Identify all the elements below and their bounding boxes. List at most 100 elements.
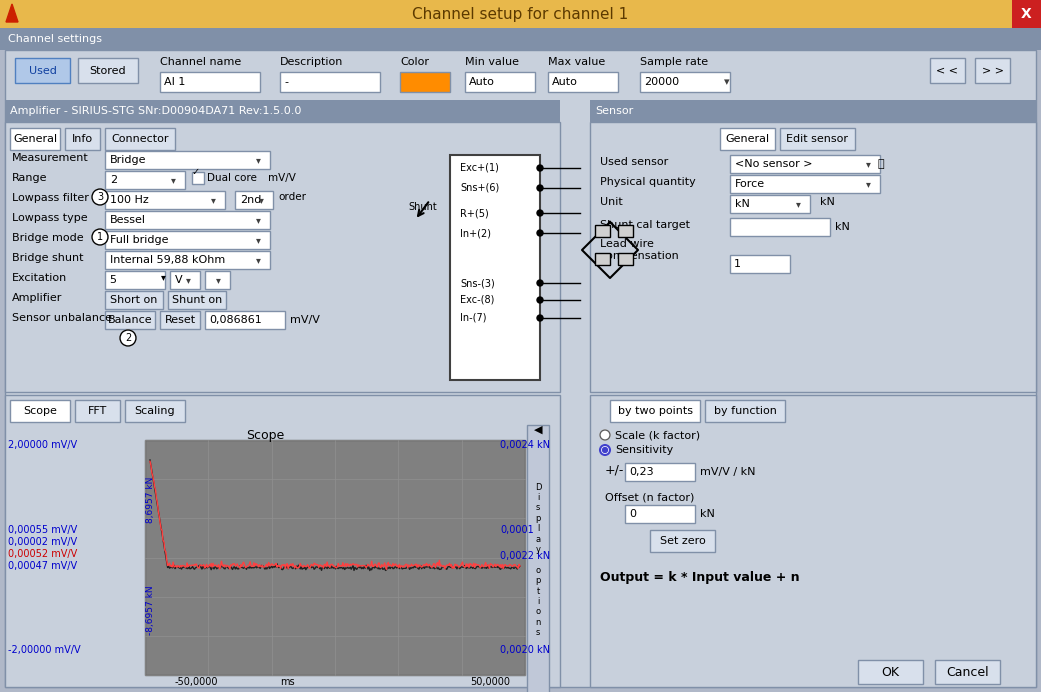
Text: Lowpass type: Lowpass type xyxy=(12,213,87,223)
Text: kN: kN xyxy=(735,199,750,209)
Text: X: X xyxy=(1020,7,1032,21)
Text: ◀: ◀ xyxy=(534,425,542,435)
Text: kN: kN xyxy=(820,197,835,207)
FancyBboxPatch shape xyxy=(858,660,923,684)
Text: Scaling: Scaling xyxy=(134,406,175,416)
Text: 0,00002 mV/V: 0,00002 mV/V xyxy=(8,537,77,547)
Text: ▾: ▾ xyxy=(865,179,870,189)
Circle shape xyxy=(537,185,543,191)
Polygon shape xyxy=(6,4,18,22)
FancyBboxPatch shape xyxy=(1012,0,1041,28)
FancyBboxPatch shape xyxy=(548,72,618,92)
FancyBboxPatch shape xyxy=(205,311,285,329)
Text: Bessel: Bessel xyxy=(110,215,146,225)
FancyBboxPatch shape xyxy=(160,72,260,92)
Text: 0,0020 kN: 0,0020 kN xyxy=(500,645,550,655)
Text: 0: 0 xyxy=(629,509,636,519)
Text: +/-: +/- xyxy=(605,464,625,477)
Text: Short on: Short on xyxy=(110,295,157,305)
FancyBboxPatch shape xyxy=(0,0,1041,28)
FancyBboxPatch shape xyxy=(730,155,880,173)
Text: 20000: 20000 xyxy=(644,77,679,87)
Text: ms: ms xyxy=(280,677,295,687)
FancyBboxPatch shape xyxy=(235,191,273,209)
Circle shape xyxy=(537,297,543,303)
Text: Shunt: Shunt xyxy=(408,202,437,212)
Text: 0,0024 kN: 0,0024 kN xyxy=(500,440,550,450)
Text: Scale (k factor): Scale (k factor) xyxy=(615,430,701,440)
Text: ▾: ▾ xyxy=(255,155,260,165)
Text: Physical quantity: Physical quantity xyxy=(600,177,695,187)
Text: Reset: Reset xyxy=(164,315,196,325)
Text: ▾: ▾ xyxy=(255,235,260,245)
Text: ▾: ▾ xyxy=(171,175,176,185)
Text: 2: 2 xyxy=(110,175,118,185)
Text: Exc-(8): Exc-(8) xyxy=(460,295,494,305)
Text: 5: 5 xyxy=(109,275,116,285)
Text: Bridge mode: Bridge mode xyxy=(12,233,83,243)
Text: Range: Range xyxy=(12,173,48,183)
Text: In+(2): In+(2) xyxy=(460,228,491,238)
FancyBboxPatch shape xyxy=(105,311,155,329)
FancyBboxPatch shape xyxy=(400,72,450,92)
Text: Min value: Min value xyxy=(465,57,519,67)
Text: Max value: Max value xyxy=(548,57,605,67)
Text: -: - xyxy=(284,77,288,87)
Text: Output = k * Input value + n: Output = k * Input value + n xyxy=(601,572,799,585)
FancyBboxPatch shape xyxy=(125,400,185,422)
Text: by two points: by two points xyxy=(617,406,692,416)
Text: ✓: ✓ xyxy=(192,167,200,177)
Text: 0,0001: 0,0001 xyxy=(500,525,534,535)
Text: ▾: ▾ xyxy=(795,199,801,209)
Text: > >: > > xyxy=(982,66,1004,75)
Text: 2,00000 mV/V: 2,00000 mV/V xyxy=(8,440,77,450)
Text: Lead wire
compensation: Lead wire compensation xyxy=(600,239,679,261)
FancyBboxPatch shape xyxy=(730,255,790,273)
Text: 3: 3 xyxy=(97,192,103,202)
Text: ▾: ▾ xyxy=(865,159,870,169)
FancyBboxPatch shape xyxy=(105,211,270,229)
Circle shape xyxy=(600,430,610,440)
Text: 0,00055 mV/V: 0,00055 mV/V xyxy=(8,525,77,535)
Circle shape xyxy=(120,330,136,346)
FancyBboxPatch shape xyxy=(720,128,775,150)
Text: <No sensor >: <No sensor > xyxy=(735,159,812,169)
Text: ▾: ▾ xyxy=(258,195,263,205)
Text: Internal 59,88 kOhm: Internal 59,88 kOhm xyxy=(110,255,225,265)
Text: 0,086861: 0,086861 xyxy=(209,315,261,325)
Text: Force: Force xyxy=(735,179,765,189)
Text: Auto: Auto xyxy=(469,77,494,87)
Text: In-(7): In-(7) xyxy=(460,313,486,323)
FancyBboxPatch shape xyxy=(590,395,1036,687)
Text: 0,23: 0,23 xyxy=(629,467,654,477)
Text: Used sensor: Used sensor xyxy=(600,157,668,167)
FancyBboxPatch shape xyxy=(5,100,560,122)
FancyBboxPatch shape xyxy=(105,231,270,249)
Text: ▾: ▾ xyxy=(255,215,260,225)
Text: Sns+(6): Sns+(6) xyxy=(460,183,500,193)
FancyBboxPatch shape xyxy=(590,122,1036,392)
Text: mV/V: mV/V xyxy=(268,173,296,183)
Text: Color: Color xyxy=(400,57,429,67)
Circle shape xyxy=(600,445,610,455)
Text: Channel setup for channel 1: Channel setup for channel 1 xyxy=(412,8,628,23)
Text: -50,0000: -50,0000 xyxy=(175,677,219,687)
FancyBboxPatch shape xyxy=(5,395,560,687)
FancyBboxPatch shape xyxy=(730,175,880,193)
FancyBboxPatch shape xyxy=(618,225,633,237)
Text: Sample rate: Sample rate xyxy=(640,57,708,67)
FancyBboxPatch shape xyxy=(105,171,185,189)
Text: Scope: Scope xyxy=(246,430,284,442)
Text: ▾: ▾ xyxy=(210,195,215,205)
FancyBboxPatch shape xyxy=(625,505,695,523)
FancyBboxPatch shape xyxy=(105,271,166,289)
Text: Balance: Balance xyxy=(107,315,152,325)
FancyBboxPatch shape xyxy=(10,400,70,422)
FancyBboxPatch shape xyxy=(170,271,200,289)
Text: Used: Used xyxy=(28,66,56,75)
Circle shape xyxy=(92,189,108,205)
Text: 100 Hz: 100 Hz xyxy=(110,195,149,205)
Text: Scope: Scope xyxy=(23,406,57,416)
Text: kN: kN xyxy=(700,509,715,519)
Circle shape xyxy=(603,448,608,453)
